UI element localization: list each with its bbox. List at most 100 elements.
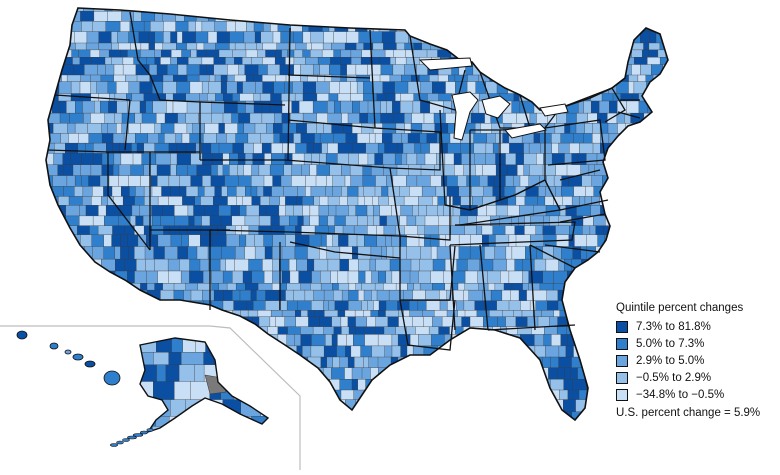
county-cell — [236, 352, 256, 366]
county-cell — [331, 399, 346, 413]
county-cell — [79, 215, 94, 226]
county-cell — [369, 258, 377, 272]
county-cell — [213, 57, 226, 65]
border-or-ca — [47, 149, 109, 153]
county-cell — [340, 100, 353, 114]
county-cell — [562, 64, 570, 76]
county-cell — [57, 164, 65, 176]
county-cell — [265, 11, 276, 22]
county-cell — [46, 8, 55, 12]
county-cell — [90, 81, 97, 94]
county-cell — [542, 270, 555, 284]
county-cell — [195, 21, 203, 33]
county-cell — [127, 234, 139, 247]
county-cell — [594, 345, 608, 358]
county-cell — [479, 389, 495, 400]
county-cell — [610, 64, 620, 76]
county-cell — [532, 8, 541, 12]
county-cell — [194, 364, 205, 382]
county-cell — [528, 283, 541, 291]
border-ky — [444, 179, 561, 226]
county-cell — [273, 345, 285, 358]
county-cell — [451, 8, 462, 12]
county-cell — [333, 133, 347, 144]
county-cell — [360, 345, 373, 358]
county-cell — [346, 64, 357, 76]
county-cell — [664, 289, 668, 302]
county-cell — [68, 196, 83, 206]
county-cell — [590, 310, 601, 318]
county-cell — [301, 164, 311, 176]
county-cell — [403, 289, 413, 302]
county-cell — [52, 175, 68, 187]
county-cell — [583, 100, 592, 114]
county-cell — [394, 196, 405, 206]
county-cell — [70, 379, 82, 391]
county-cell — [272, 234, 286, 247]
county-cell — [457, 283, 466, 291]
county-cell — [100, 74, 115, 82]
county-cell — [410, 423, 416, 435]
county-cell — [523, 57, 535, 65]
county-cell — [281, 246, 296, 260]
county-cell — [223, 356, 232, 369]
county-cell — [143, 21, 151, 33]
county-cell — [505, 175, 514, 187]
county-cell — [230, 205, 241, 217]
county-cell — [580, 49, 587, 58]
county-cell — [539, 64, 551, 76]
county-cell — [475, 399, 484, 413]
county-cell — [47, 367, 59, 380]
county-cell — [192, 123, 206, 134]
county-cell — [337, 270, 349, 284]
county-cell — [550, 411, 560, 420]
county-cell — [622, 133, 638, 144]
county-cell — [517, 164, 525, 176]
county-cell — [519, 42, 534, 51]
county-cell — [205, 423, 211, 435]
county-cell — [92, 246, 105, 260]
county-cell — [207, 426, 228, 432]
county-cell — [252, 153, 265, 166]
county-cell — [148, 42, 155, 51]
county-cell — [161, 186, 171, 197]
county-cell — [46, 205, 51, 217]
county-cell — [224, 379, 238, 391]
county-cell — [159, 316, 169, 328]
county-cell — [149, 64, 158, 76]
county-cell — [607, 289, 617, 302]
county-cell — [391, 8, 402, 12]
county-cell — [283, 423, 293, 435]
county-cell — [141, 153, 157, 166]
county-cell — [287, 49, 295, 58]
county-cell — [678, 101, 691, 113]
county-cell — [199, 64, 207, 76]
county-cell — [583, 81, 590, 94]
county-cell — [570, 8, 579, 12]
county-cell — [382, 153, 396, 166]
county-cell — [605, 205, 618, 217]
county-cell — [378, 196, 389, 206]
county-cell — [419, 283, 433, 291]
county-cell — [355, 316, 368, 328]
county-cell — [375, 258, 391, 272]
county-cell — [116, 399, 127, 413]
county-cell — [536, 153, 544, 166]
county-cell — [429, 367, 444, 380]
county-cell — [536, 379, 543, 391]
county-cell — [206, 64, 215, 76]
county-cell — [57, 270, 71, 284]
county-cell — [441, 316, 454, 328]
county-cell — [357, 246, 372, 260]
county-cell — [655, 93, 666, 102]
county-cell — [321, 142, 329, 154]
county-cell — [350, 49, 362, 58]
county-cell — [89, 316, 96, 328]
county-cell — [511, 379, 525, 391]
county-cell — [502, 21, 513, 33]
county-cell — [376, 11, 389, 22]
county-cell — [211, 270, 224, 284]
county-cell — [341, 164, 351, 176]
county-cell — [50, 326, 64, 335]
